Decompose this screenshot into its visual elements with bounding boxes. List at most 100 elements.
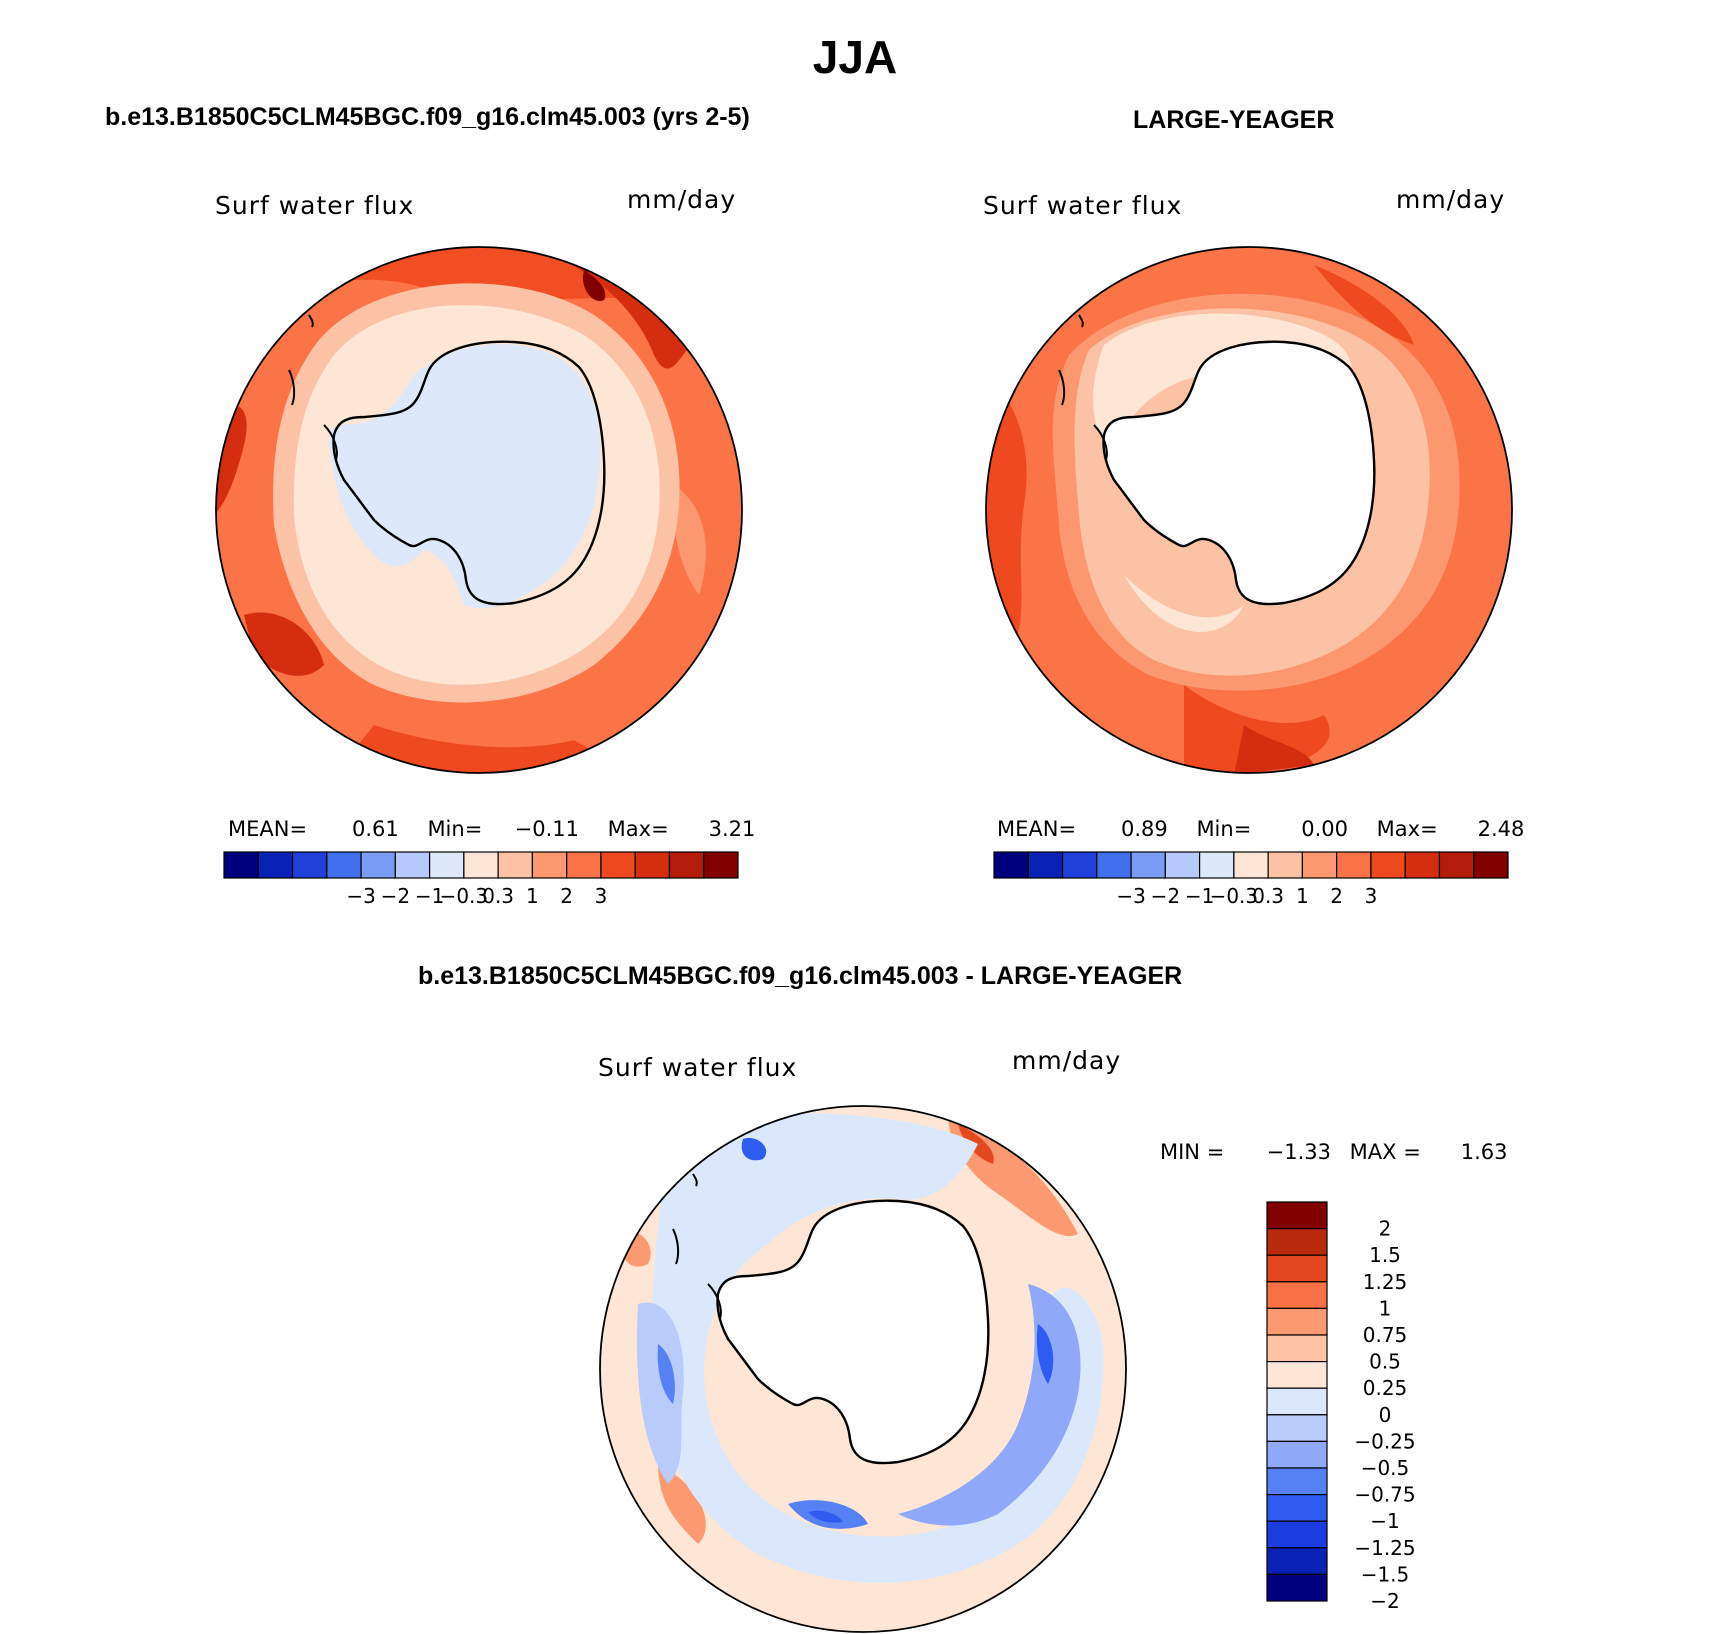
difference-colorbar-tick-label: −2 [1370,1589,1399,1610]
reference-colorbar-box [1404,851,1441,879]
difference-colorbar-box [1266,1440,1328,1469]
test-mean-value: 0.61 [351,817,399,841]
test-min-label: Min= [427,817,483,841]
test-colorbar-tick-label: 3 [595,884,608,908]
difference-colorbar-tick-label: 1.25 [1363,1270,1408,1294]
reference-colorbar: −3 −2 −1−0.30.3 1 2 3 [993,851,1509,908]
reference-panel-title: LARGE-YEAGER [1133,106,1335,134]
reference-max-label: Max= [1376,817,1438,841]
reference-colorbar-tick-label: −0.3 [1210,884,1259,908]
test-colorbar-box [497,851,533,879]
difference-colorbar-box [1266,1254,1328,1283]
difference-variable-label: Surf water flux [598,1053,798,1082]
reference-stats: MEAN= 0.89 Min= 0.00 Max= 2.48 [997,817,1524,841]
test-colorbar-box [223,851,259,879]
reference-colorbar-tick-label: 0.3 [1252,884,1284,908]
reference-colorbar-box [1061,851,1098,879]
test-colorbar-tick-label: −3 [346,884,375,908]
reference-colorbar-box [1096,851,1132,879]
difference-max-value: 1.63 [1460,1140,1508,1164]
difference-colorbar-tick-label: −1.5 [1361,1562,1410,1586]
reference-colorbar-box [1130,851,1166,879]
reference-variable-label: Surf water flux [983,191,1183,220]
difference-colorbar-box [1266,1414,1328,1443]
reference-min-label: Min= [1196,817,1252,841]
difference-colorbar-box [1266,1573,1328,1602]
test-min-value: −0.11 [514,817,579,841]
difference-colorbar-box [1266,1547,1328,1575]
reference-colorbar-box [1233,851,1269,879]
test-panel-title: b.e13.B1850C5CLM45BGC.f09_g16.clm45.003 … [105,103,750,131]
difference-stats: MIN = −1.33 MAX = 1.63 [1160,1140,1508,1164]
reference-colorbar-box [1199,851,1235,879]
difference-colorbar-box [1266,1281,1328,1310]
difference-panel-title: b.e13.B1850C5CLM45BGC.f09_g16.clm45.003 … [418,962,1183,990]
test-colorbar-tick-label: 2 [560,884,573,908]
test-colorbar-box [463,851,499,879]
main-title: JJA [812,31,898,83]
difference-colorbar: 21.5 1.251 0.75 0.50.25 0−0.25 −0.5 −0.75−1 −1.… [1266,1201,1416,1610]
test-colorbar-box [257,851,294,879]
test-colorbar-box [360,851,396,879]
reference-colorbar-tick-label: 2 [1330,884,1343,908]
reference-colorbar-box [1164,851,1201,879]
reference-colorbar-box [1473,851,1509,879]
difference-colorbar-box [1266,1467,1328,1496]
reference-units-label: mm/day [1396,185,1506,214]
difference-polar-map [599,1105,1127,1633]
difference-colorbar-tick-label: 1.5 [1369,1243,1401,1267]
test-colorbar-tick-label: 1 [526,884,539,908]
test-colorbar-box [394,851,431,879]
test-colorbar-box [326,851,362,879]
test-colorbar-box [600,851,636,879]
test-colorbar-box [429,851,465,879]
reference-colorbar-tick-label: −1 [1185,884,1214,908]
reference-mean-label: MEAN= [997,817,1077,841]
difference-colorbar-box [1266,1520,1328,1549]
difference-colorbar-tick-label: 0.75 [1363,1323,1408,1347]
difference-colorbar-box [1266,1201,1328,1230]
difference-colorbar-box [1266,1334,1328,1363]
difference-colorbar-tick-label: 0.5 [1369,1350,1401,1374]
test-colorbar-box [291,851,328,879]
test-stats: MEAN= 0.61 Min= −0.11 Max= 3.21 [228,817,755,841]
test-colorbar-tick-label: −2 [381,884,410,908]
reference-colorbar-tick-label: −3 [1116,884,1145,908]
difference-colorbar-box [1266,1361,1328,1389]
reference-mean-value: 0.89 [1120,817,1168,841]
difference-min-value: −1.33 [1266,1140,1331,1164]
difference-colorbar-tick-label: −1.25 [1354,1536,1415,1560]
difference-min-label: MIN = [1160,1140,1225,1164]
difference-colorbar-tick-label: 0.25 [1363,1376,1408,1400]
reference-polar-map [985,246,1513,774]
difference-colorbar-tick-label: 1 [1379,1296,1392,1320]
reference-colorbar-box [1267,851,1303,879]
difference-colorbar-tick-label: 0 [1379,1403,1392,1427]
reference-colorbar-box [1370,851,1406,879]
reference-min-value: 0.00 [1301,817,1348,841]
reference-colorbar-tick-label: 1 [1296,884,1309,908]
difference-colorbar-box [1266,1387,1328,1416]
test-colorbar-box [703,851,739,879]
reference-colorbar-tick-label: −2 [1151,884,1180,908]
difference-colorbar-tick-label: 2 [1379,1217,1392,1241]
test-max-label: Max= [607,817,669,841]
reference-colorbar-box [1336,851,1372,879]
reference-colorbar-box [1438,851,1475,879]
difference-colorbar-box [1266,1307,1328,1336]
difference-colorbar-tick-label: −0.75 [1354,1483,1415,1507]
reference-colorbar-box [1301,851,1338,879]
difference-colorbar-tick-label: −0.25 [1354,1429,1415,1453]
test-colorbar-box [531,851,568,879]
test-variable-label: Surf water flux [215,191,415,220]
test-max-value: 3.21 [708,817,756,841]
test-colorbar-tick-label: −1 [415,884,444,908]
test-colorbar-box [566,851,602,879]
reference-max-value: 2.48 [1477,817,1525,841]
difference-colorbar-box [1266,1228,1328,1256]
test-colorbar-box [634,851,671,879]
reference-colorbar-box [993,851,1029,879]
test-colorbar-tick-label: 0.3 [482,884,514,908]
difference-colorbar-box [1266,1494,1328,1522]
reference-colorbar-box [1027,851,1064,879]
